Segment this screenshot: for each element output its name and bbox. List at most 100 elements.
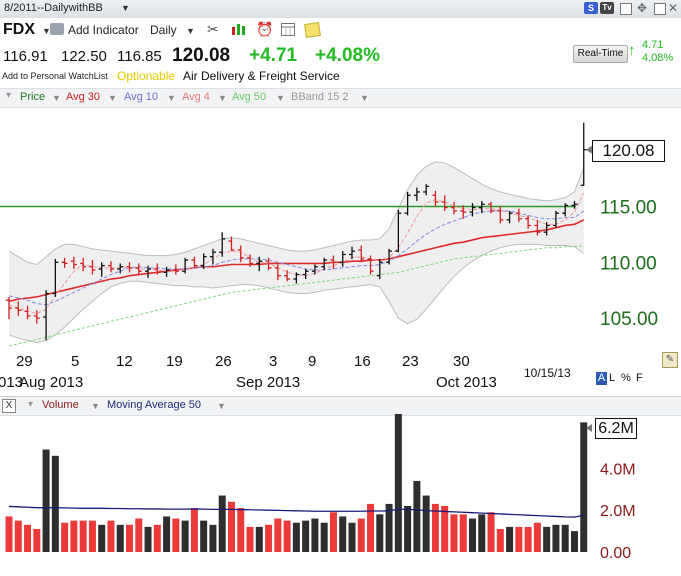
price-chart-svg[interactable]: 115.00 110.00 105.00 <box>0 106 681 347</box>
volume-bar <box>70 520 78 552</box>
alarm-clock-icon[interactable]: ⏰ <box>256 21 274 37</box>
calendar-icon[interactable] <box>281 22 296 41</box>
chart-title[interactable]: 8/2011--DailywithBB <box>4 2 103 14</box>
price-bar <box>358 245 365 263</box>
legend-avg4[interactable]: Avg 4 <box>182 91 210 103</box>
month-oct: Oct 2013 <box>436 374 497 391</box>
price-bar <box>423 184 430 196</box>
price-chart[interactable]: 115.00 110.00 105.00 120.08 <box>0 106 681 347</box>
volume-bar <box>79 520 87 552</box>
volume-bar <box>394 401 402 552</box>
volume-bar <box>441 506 449 552</box>
price-bar <box>200 253 207 269</box>
volume-ma-label[interactable]: Moving Average 50 <box>107 399 201 411</box>
title-bar: 8/2011--DailywithBB ▼ S Tv ✥ ✕ <box>0 0 681 19</box>
realtime-button[interactable]: Real-Time <box>573 45 628 63</box>
volume-bar <box>227 501 235 552</box>
move-icon[interactable]: ✥ <box>637 1 648 15</box>
volume-label[interactable]: Volume <box>42 399 79 411</box>
change-percent: +4.08% <box>315 45 380 66</box>
volume-menu-icon[interactable]: ▾ <box>28 399 34 410</box>
price-bar <box>52 258 59 297</box>
volume-axis-tick: 2.0M <box>600 503 636 520</box>
note-icon[interactable] <box>304 22 321 38</box>
price-bar <box>543 222 550 236</box>
volume-chart-svg[interactable]: 4.0M 2.0M 0.00 <box>0 401 681 571</box>
month-sep: Sep 2013 <box>236 374 301 391</box>
title-dropdown-icon[interactable]: ▼ <box>121 3 130 13</box>
volume-pointer-icon <box>586 424 592 432</box>
price-bar <box>163 266 170 277</box>
price-bar <box>321 257 328 271</box>
volume-bar <box>357 518 365 552</box>
maximize-icon[interactable] <box>654 3 666 15</box>
close-volume-icon[interactable]: X <box>2 399 16 413</box>
volume-bar <box>506 526 514 552</box>
volume-bar <box>496 529 504 552</box>
legend-price[interactable]: Price <box>20 91 46 103</box>
price-bar <box>311 264 318 275</box>
volume-bar <box>218 495 226 552</box>
price-bar <box>441 195 448 211</box>
period-dropdown-icon[interactable]: ▼ <box>186 26 195 36</box>
print-icon[interactable] <box>50 23 64 35</box>
color-bars-icon[interactable] <box>231 22 247 41</box>
legend-avg30[interactable]: Avg 30 <box>66 91 101 103</box>
volume-bar <box>302 520 310 552</box>
volume-dropdown-icon[interactable]: ▼ <box>91 401 100 411</box>
volume-bar <box>265 524 273 552</box>
date-tick-23: 23 <box>402 353 419 370</box>
close-icon[interactable]: ✕ <box>668 1 679 15</box>
tools-icon[interactable]: ✂ <box>207 21 219 37</box>
scale-fit-button[interactable]: F <box>636 372 643 384</box>
price-bar <box>154 263 161 275</box>
legend-avg4-dropdown-icon[interactable]: ▼ <box>218 93 227 103</box>
symbol-dropdown-icon[interactable]: ▼ <box>42 26 51 36</box>
scale-auto-button[interactable]: A <box>596 372 607 385</box>
volume-bar <box>552 524 560 552</box>
volume-bar <box>51 455 59 552</box>
price-bar <box>488 202 495 214</box>
volume-bar <box>385 503 393 552</box>
period-select[interactable]: Daily <box>150 23 177 37</box>
scale-percent-button[interactable]: % <box>621 372 631 384</box>
volume-bar <box>431 503 439 552</box>
price-bar <box>182 257 189 274</box>
tv-badge-icon[interactable]: Tv <box>600 2 614 14</box>
scale-log-button[interactable]: L <box>609 372 616 384</box>
pencil-icon[interactable]: ✎ <box>662 352 678 368</box>
legend-menu-icon[interactable]: ▾ <box>6 90 12 101</box>
volume-chart[interactable]: 4.0M 2.0M 0.00 6.2M <box>0 401 681 571</box>
add-to-watchlist-link[interactable]: Add to Personal WatchList <box>2 71 108 81</box>
price-bar <box>293 272 300 284</box>
legend-avg10-dropdown-icon[interactable]: ▼ <box>167 93 176 103</box>
legend-bband[interactable]: BBand 15 2 <box>291 91 349 103</box>
study-legend: ▾ Price ▼ Avg 30 ▼ Avg 10 ▼ Avg 4 ▼ Avg … <box>0 88 681 108</box>
volume-ma-dropdown-icon[interactable]: ▼ <box>217 401 226 411</box>
legend-avg10[interactable]: Avg 10 <box>124 91 159 103</box>
price-bar <box>6 296 12 320</box>
volume-bar <box>61 522 69 552</box>
legend-avg50[interactable]: Avg 50 <box>232 91 267 103</box>
legend-price-dropdown-icon[interactable]: ▼ <box>52 93 61 103</box>
volume-bar <box>33 529 41 552</box>
add-indicator-button[interactable]: Add Indicator <box>68 23 139 37</box>
quote-bar: 116.91 122.50 116.85 120.08 +4.71 +4.08%… <box>0 39 681 86</box>
s-badge-icon[interactable]: S <box>584 2 598 14</box>
volume-bar <box>376 514 384 552</box>
rt-change-percent: 4.08% <box>642 52 674 64</box>
volume-axis-tick: 0.00 <box>600 545 631 562</box>
symbol-label[interactable]: FDX <box>3 21 35 38</box>
open-value: 116.91 <box>3 48 48 65</box>
legend-bband-dropdown-icon[interactable]: ▼ <box>360 93 369 103</box>
price-bar <box>534 219 541 236</box>
legend-avg30-dropdown-icon[interactable]: ▼ <box>108 93 117 103</box>
price-axis-tick: 105.00 <box>600 309 658 330</box>
price-bar <box>450 202 457 215</box>
save-icon[interactable] <box>620 3 632 15</box>
last-volume-axis-label: 6.2M <box>595 418 637 439</box>
price-bar <box>43 290 50 341</box>
price-bar <box>367 255 374 275</box>
volume-bar <box>580 422 588 552</box>
legend-avg50-dropdown-icon[interactable]: ▼ <box>276 93 285 103</box>
